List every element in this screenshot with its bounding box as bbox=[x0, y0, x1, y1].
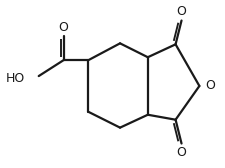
Text: O: O bbox=[176, 5, 186, 18]
Text: O: O bbox=[58, 21, 68, 34]
Text: O: O bbox=[176, 146, 186, 159]
Text: O: O bbox=[205, 79, 214, 92]
Text: HO: HO bbox=[6, 72, 25, 85]
